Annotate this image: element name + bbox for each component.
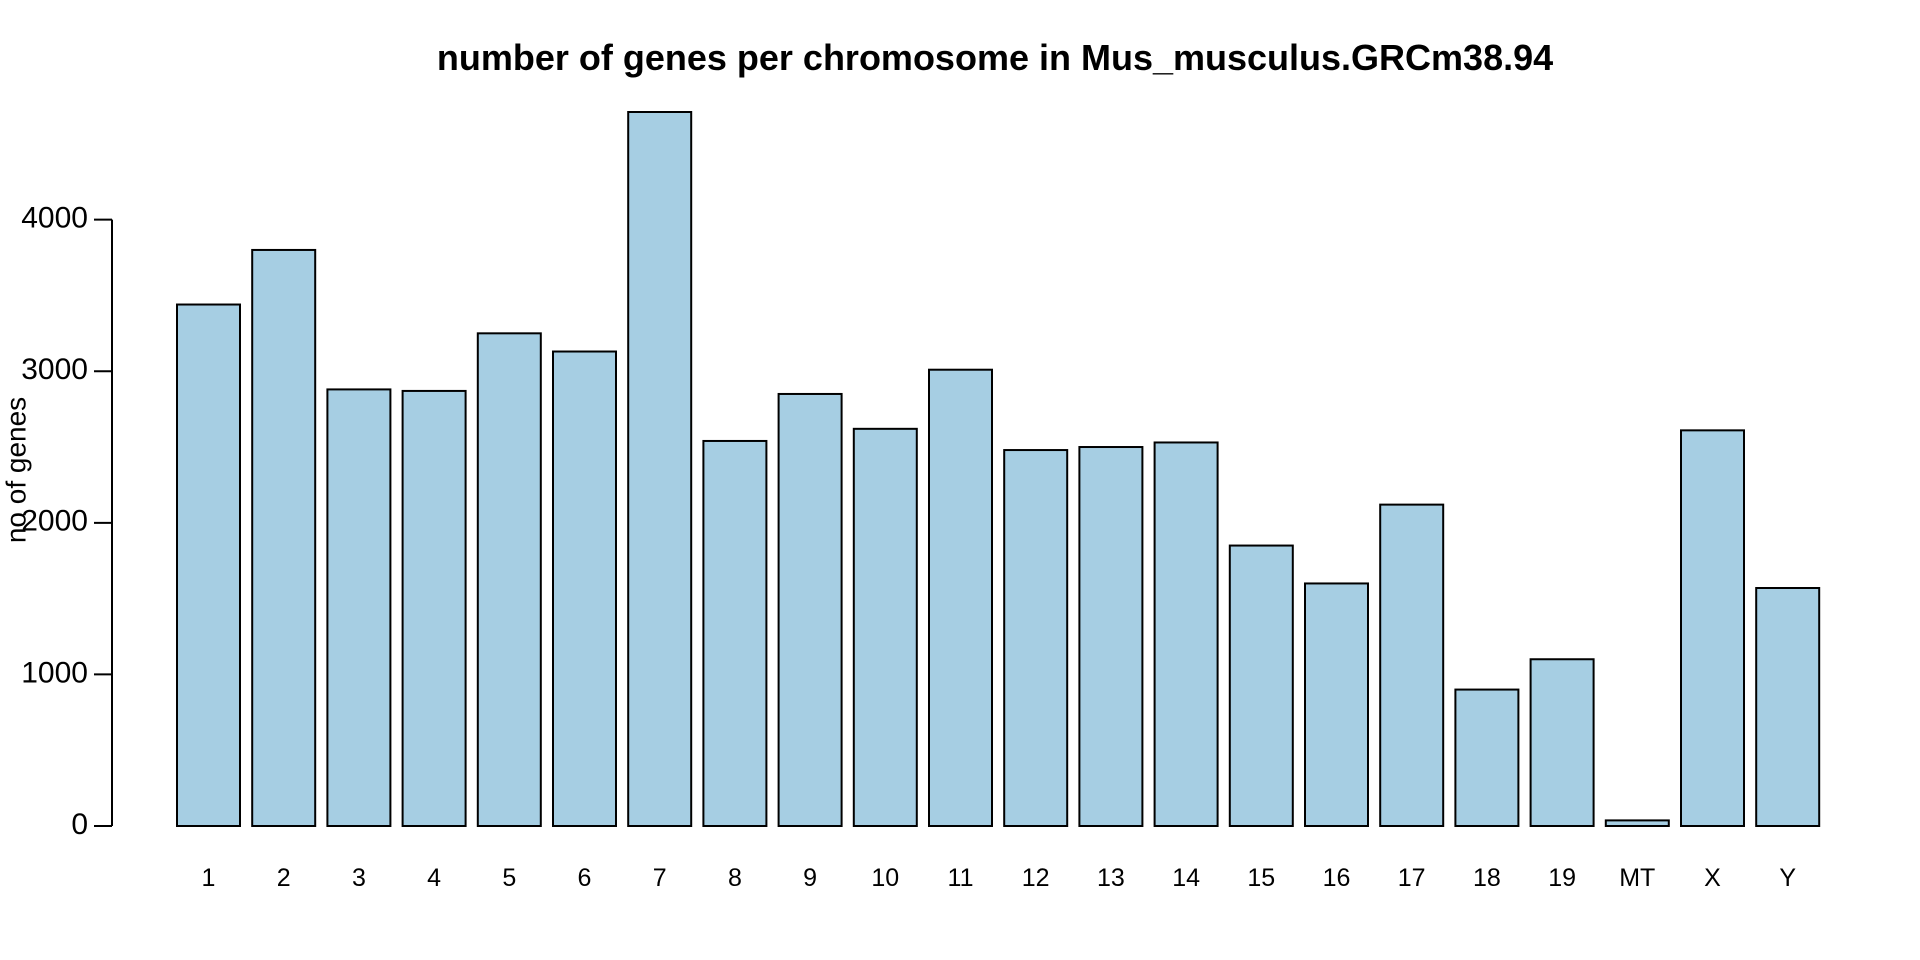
bar <box>777 392 843 827</box>
x-tick-label: 7 <box>653 864 667 892</box>
x-tick-label: 9 <box>803 864 817 892</box>
bar <box>1003 449 1069 827</box>
bar <box>1304 582 1369 827</box>
y-tick-label: 0 <box>71 808 88 841</box>
x-tick-label: MT <box>1619 864 1655 892</box>
y-tick-label: 2000 <box>21 505 88 538</box>
x-tick-label: 12 <box>1022 864 1050 892</box>
bar <box>1529 658 1595 827</box>
y-tick-label: 3000 <box>21 353 88 386</box>
x-tick-label: 10 <box>871 864 899 892</box>
y-tick-label: 1000 <box>21 656 88 689</box>
x-tick-label: 4 <box>427 864 441 892</box>
bar <box>627 111 693 827</box>
x-tick-label: 6 <box>578 864 592 892</box>
x-tick-label: 1 <box>202 864 216 892</box>
x-tick-label: 8 <box>728 864 742 892</box>
bar <box>1604 819 1670 828</box>
bar <box>476 332 542 827</box>
bar <box>326 388 392 827</box>
y-axis: 0 1000 2000 3000 4000 <box>21 202 113 841</box>
bar <box>702 439 768 827</box>
chart-title: number of genes per chromosome in Mus_mu… <box>437 37 1553 78</box>
x-tick-label: 16 <box>1323 864 1351 892</box>
bar <box>1454 688 1520 828</box>
bars <box>176 111 1821 828</box>
x-tick-label: 2 <box>277 864 291 892</box>
bar <box>176 303 241 827</box>
bar <box>552 350 617 827</box>
x-tick-label: 18 <box>1473 864 1501 892</box>
bar <box>1153 441 1219 827</box>
x-tick-label: 17 <box>1398 864 1426 892</box>
x-tick-label: 5 <box>502 864 516 892</box>
bar <box>251 248 317 828</box>
bar <box>852 427 918 827</box>
x-tick-label: 3 <box>352 864 366 892</box>
x-tick-label: 13 <box>1097 864 1125 892</box>
x-tick-label: Y <box>1779 864 1796 892</box>
x-tick-label: 11 <box>948 864 974 892</box>
y-axis-label: no of genes <box>0 397 31 543</box>
x-tick-label: 15 <box>1247 864 1275 892</box>
bar <box>1228 544 1294 827</box>
bar <box>401 389 467 827</box>
x-tick-label: 19 <box>1548 864 1576 892</box>
bar <box>1755 587 1821 827</box>
bar <box>1379 503 1445 827</box>
x-axis-labels: 1 2 3 4 5 6 7 8 9 10 11 12 13 14 15 16 17 18 19 MT X Y <box>202 864 1797 892</box>
y-tick-label: 4000 <box>21 202 88 235</box>
bar <box>1680 429 1745 827</box>
x-tick-label: X <box>1704 864 1721 892</box>
bar <box>1078 446 1144 827</box>
x-tick-label: 14 <box>1172 864 1200 892</box>
bar <box>928 368 993 827</box>
